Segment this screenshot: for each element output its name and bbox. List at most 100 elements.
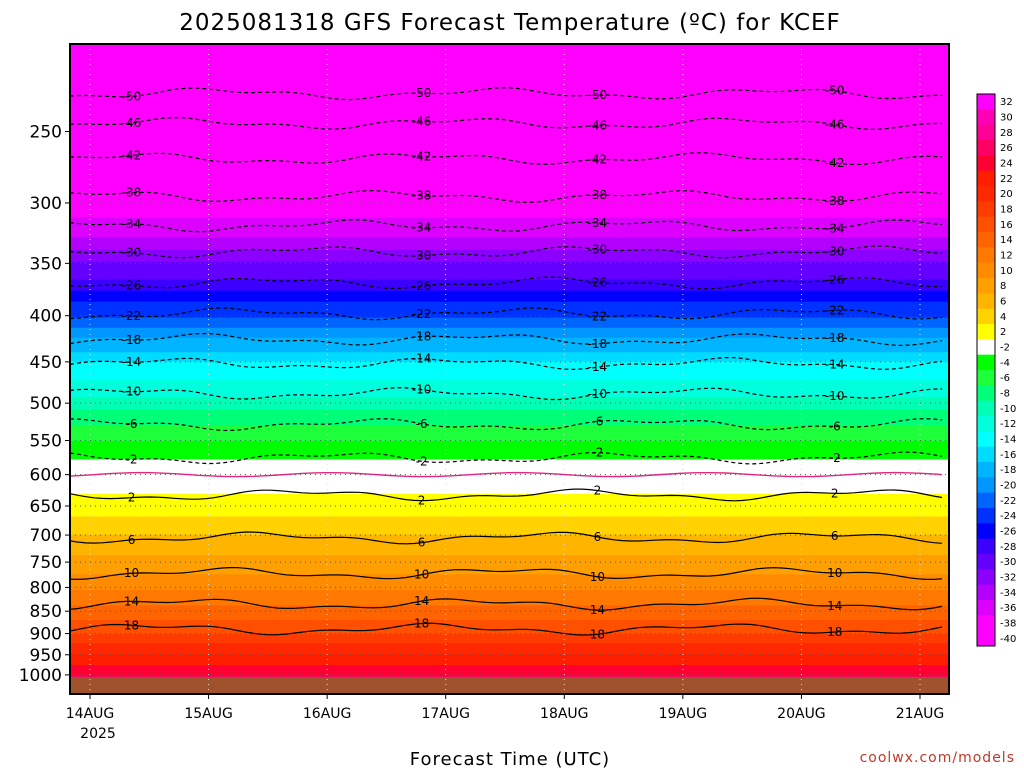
temperature-band <box>70 531 949 536</box>
temperature-band <box>70 455 949 461</box>
credit-link[interactable]: coolwx.com/models <box>860 750 1015 766</box>
temperature-band <box>70 528 949 533</box>
temperature-band <box>70 597 949 601</box>
colorbar-label: -24 <box>1000 511 1016 522</box>
contour-label: 2 <box>594 483 602 497</box>
temperature-band <box>70 440 949 446</box>
temperature-band <box>70 237 949 245</box>
colorbar-swatch <box>977 308 995 325</box>
colorbar-swatch <box>977 155 995 172</box>
contour-label: 6 <box>128 533 136 547</box>
y-tick-label: 850 <box>30 602 62 622</box>
temperature-band <box>70 480 949 485</box>
temperature-band <box>70 417 949 423</box>
temperature-band <box>70 301 949 308</box>
temperature-band <box>70 671 949 675</box>
contour-label: -18 <box>825 331 845 345</box>
temperature-band <box>70 568 949 573</box>
temperature-band <box>70 629 949 633</box>
contour-label: 2 <box>128 491 136 505</box>
temperature-band <box>70 497 949 502</box>
contour-label: 10 <box>124 566 139 580</box>
temperature-band <box>70 388 949 394</box>
contour-label: -2 <box>591 446 603 460</box>
colorbar-label: 2 <box>1000 327 1006 338</box>
temperature-band <box>70 356 949 363</box>
temperature-band <box>70 211 949 219</box>
temperature-band <box>70 557 949 562</box>
contour-label: -34 <box>588 216 608 230</box>
colorbar-label: 30 <box>1000 113 1013 124</box>
colorbar-swatch <box>977 216 995 233</box>
temperature-band <box>70 543 949 548</box>
temperature-band <box>70 448 949 453</box>
temperature-band <box>70 487 949 492</box>
colorbar-label: -32 <box>1000 573 1016 584</box>
temperature-band <box>70 540 949 545</box>
contour-label: -26 <box>412 279 432 293</box>
colorbar-swatch <box>977 109 995 126</box>
colorbar-swatch <box>977 492 995 509</box>
contour-label: 18 <box>590 627 605 641</box>
contour-label: -14 <box>825 358 845 372</box>
contour-label: -50 <box>588 88 608 102</box>
colorbar-label: -22 <box>1000 496 1016 507</box>
colorbar-label: 16 <box>1000 220 1013 231</box>
contour-label: -18 <box>588 337 608 351</box>
y-tick-label: 800 <box>30 578 62 598</box>
temperature-band <box>70 160 949 169</box>
contour-label: -10 <box>122 385 142 399</box>
temperature-band <box>70 401 949 406</box>
temperature-band <box>70 617 949 621</box>
temperature-band <box>70 466 949 471</box>
y-tick-label: 1000 <box>19 666 62 686</box>
contour-label: -38 <box>122 186 142 200</box>
contour-label: -46 <box>412 114 432 128</box>
y-tick-label: 750 <box>30 553 62 573</box>
temperature-band <box>70 636 949 640</box>
colorbar-swatch <box>977 477 995 494</box>
temperature-band <box>70 516 949 521</box>
colorbar-label: -40 <box>1000 634 1016 645</box>
contour-label: -26 <box>122 278 142 292</box>
temperature-band <box>70 506 949 511</box>
contour-label: 18 <box>414 616 429 630</box>
temperature-band <box>70 652 949 655</box>
temperature-band <box>70 500 949 505</box>
colorbar-swatch <box>977 124 995 141</box>
temperature-band <box>70 267 949 275</box>
temperature-band <box>70 421 949 427</box>
temperature-band <box>70 566 949 570</box>
contour-label: 18 <box>827 625 842 639</box>
temperature-band <box>70 552 949 556</box>
temperature-band <box>70 444 949 450</box>
colorbar-label: -14 <box>1000 435 1016 446</box>
contour-line <box>70 332 943 347</box>
y-tick-label: 500 <box>30 394 62 414</box>
temperature-band <box>70 273 949 281</box>
temperature-band <box>70 590 949 594</box>
plot-frame <box>69 43 950 695</box>
temperature-band <box>70 549 949 553</box>
temperature-band <box>70 433 949 438</box>
colorbar-label: -8 <box>1000 389 1010 400</box>
contour-label: -50 <box>412 86 432 100</box>
contour-label: 18 <box>124 618 139 632</box>
y-tick-label: 950 <box>30 646 62 666</box>
contour-label: -10 <box>412 383 432 397</box>
contour-label: -30 <box>588 242 608 256</box>
temperature-band <box>70 452 949 457</box>
temperature-band <box>70 592 949 596</box>
temperature-band <box>70 602 949 606</box>
y-tick-label: 700 <box>30 526 62 546</box>
contour-label: 10 <box>590 570 605 584</box>
colorbar-label: 6 <box>1000 297 1006 308</box>
colorbar-label: -4 <box>1000 358 1010 369</box>
colorbar-swatch <box>977 400 995 417</box>
temperature-band <box>70 649 949 653</box>
y-tick-label: 450 <box>30 353 62 373</box>
contour-label: 14 <box>827 599 842 613</box>
temperature-band <box>70 128 949 137</box>
contour-line <box>70 418 943 432</box>
y-tick-label: 400 <box>30 307 62 327</box>
